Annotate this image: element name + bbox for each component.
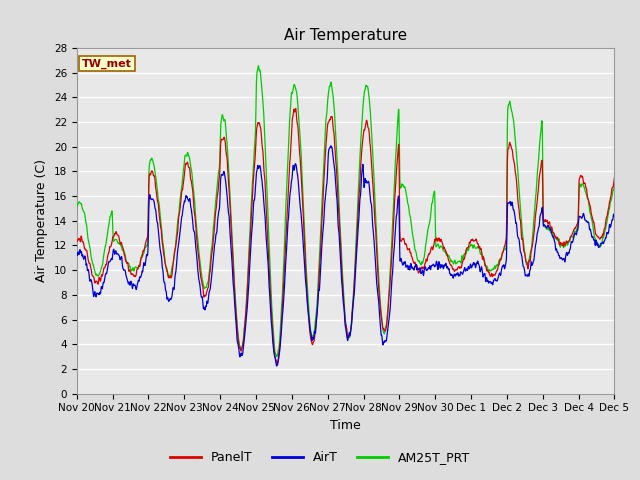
- Title: Air Temperature: Air Temperature: [284, 28, 407, 43]
- AM25T_PRT: [303, 272, 310, 277]
- AM25T_PRT: [273, 354, 280, 360]
- Line: PanelT: PanelT: [77, 108, 614, 365]
- AirT: [600, 238, 608, 244]
- AirT: [273, 363, 280, 369]
- AM25T_PRT: [600, 231, 608, 237]
- AM25T_PRT: [611, 184, 618, 190]
- AM25T_PRT: [280, 269, 287, 275]
- AirT: [543, 225, 550, 231]
- AirT: [73, 250, 81, 256]
- PanelT: [303, 284, 310, 289]
- PanelT: [274, 362, 282, 368]
- PanelT: [611, 175, 618, 181]
- Legend: PanelT, AirT, AM25T_PRT: PanelT, AirT, AM25T_PRT: [165, 446, 475, 469]
- AM25T_PRT: [73, 204, 81, 210]
- Y-axis label: Air Temperature (C): Air Temperature (C): [35, 159, 48, 282]
- Line: AM25T_PRT: AM25T_PRT: [77, 66, 614, 357]
- PanelT: [166, 273, 174, 279]
- AirT: [279, 304, 287, 310]
- AM25T_PRT: [134, 265, 142, 271]
- Line: AirT: AirT: [77, 146, 614, 366]
- AM25T_PRT: [166, 273, 174, 279]
- AirT: [303, 288, 310, 293]
- PanelT: [134, 265, 142, 271]
- PanelT: [279, 292, 287, 298]
- AirT: [134, 278, 142, 284]
- Text: TW_met: TW_met: [82, 59, 132, 69]
- AirT: [327, 143, 335, 149]
- AM25T_PRT: [543, 225, 550, 231]
- X-axis label: Time: Time: [330, 419, 361, 432]
- AirT: [166, 296, 174, 301]
- PanelT: [600, 226, 608, 232]
- AM25T_PRT: [255, 63, 262, 69]
- PanelT: [73, 237, 81, 242]
- PanelT: [292, 106, 300, 111]
- AirT: [611, 214, 618, 219]
- PanelT: [543, 218, 550, 224]
